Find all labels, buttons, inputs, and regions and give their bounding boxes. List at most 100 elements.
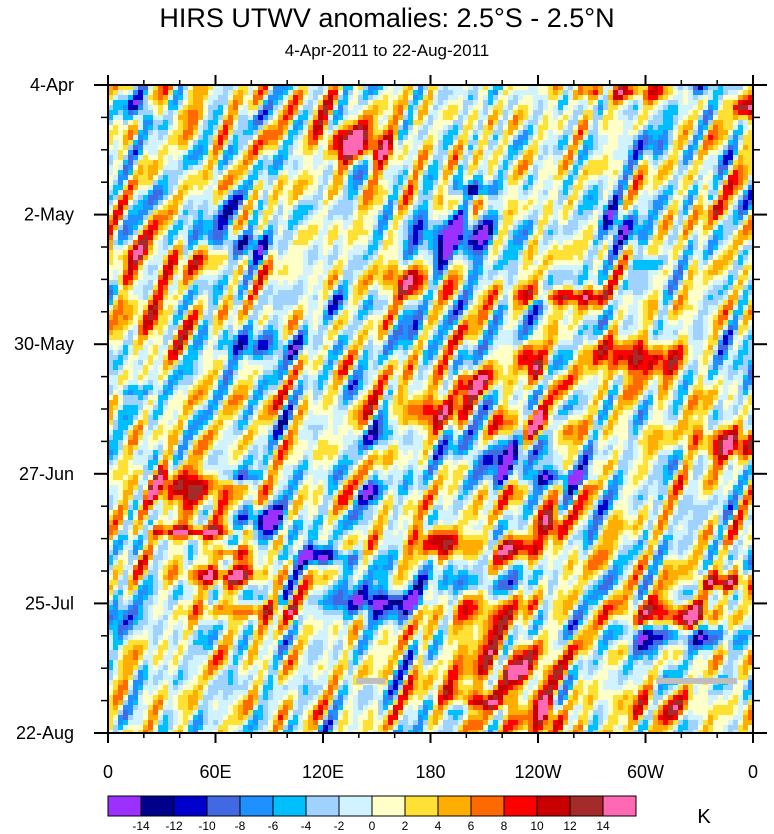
field-cell bbox=[683, 195, 689, 201]
field-cell bbox=[583, 115, 589, 121]
field-cell bbox=[638, 225, 644, 231]
field-cell bbox=[723, 115, 729, 121]
field-cell bbox=[348, 255, 354, 261]
field-cell bbox=[153, 230, 159, 236]
field-cell bbox=[198, 270, 204, 276]
field-cell bbox=[528, 210, 534, 216]
field-cell bbox=[243, 215, 249, 221]
field-cell bbox=[413, 255, 419, 261]
field-cell bbox=[238, 265, 244, 271]
field-cell bbox=[538, 140, 544, 146]
field-cell bbox=[128, 165, 134, 171]
field-cell bbox=[628, 220, 634, 226]
field-cell bbox=[703, 155, 709, 161]
field-cell bbox=[223, 220, 229, 226]
field-cell bbox=[198, 90, 204, 96]
field-cell bbox=[233, 245, 239, 251]
field-cell bbox=[303, 255, 309, 261]
field-cell bbox=[748, 85, 754, 91]
field-cell bbox=[208, 95, 214, 101]
field-cell bbox=[673, 225, 679, 231]
field-cell bbox=[158, 270, 164, 276]
field-cell bbox=[418, 220, 424, 226]
field-cell bbox=[668, 185, 674, 191]
field-cell bbox=[238, 105, 244, 111]
field-cell bbox=[478, 165, 484, 171]
field-cell bbox=[333, 200, 339, 206]
field-cell bbox=[208, 130, 214, 136]
field-cell bbox=[353, 135, 359, 141]
field-cell bbox=[353, 265, 359, 271]
field-cell bbox=[168, 245, 174, 251]
field-cell bbox=[668, 225, 674, 231]
field-cell bbox=[248, 210, 254, 216]
field-cell bbox=[598, 270, 604, 276]
field-cell bbox=[153, 270, 159, 276]
field-cell bbox=[528, 255, 534, 261]
field-cell bbox=[228, 210, 234, 216]
field-cell bbox=[453, 155, 459, 161]
field-cell bbox=[703, 105, 709, 111]
field-cell bbox=[143, 155, 149, 161]
field-cell bbox=[348, 270, 354, 276]
field-cell bbox=[553, 100, 559, 106]
field-cell bbox=[168, 190, 174, 196]
field-cell bbox=[748, 95, 754, 101]
field-cell bbox=[198, 255, 204, 261]
field-cell bbox=[513, 85, 519, 91]
field-cell bbox=[373, 135, 379, 141]
field-cell bbox=[648, 180, 654, 186]
field-cell bbox=[268, 180, 274, 186]
field-cell bbox=[533, 270, 539, 276]
field-cell bbox=[363, 220, 369, 226]
field-cell bbox=[348, 85, 354, 91]
field-cell bbox=[493, 110, 499, 116]
field-cell bbox=[433, 170, 439, 176]
field-cell bbox=[133, 130, 139, 136]
field-cell bbox=[393, 110, 399, 116]
field-cell bbox=[718, 145, 724, 151]
field-cell bbox=[483, 115, 489, 121]
field-cell bbox=[383, 200, 389, 206]
field-cell bbox=[543, 260, 549, 266]
field-cell bbox=[608, 115, 614, 121]
field-cell bbox=[198, 200, 204, 206]
field-cell bbox=[608, 170, 614, 176]
field-cell bbox=[108, 250, 114, 256]
field-cell bbox=[223, 275, 229, 281]
field-cell bbox=[518, 130, 524, 136]
field-cell bbox=[718, 150, 724, 156]
field-cell bbox=[128, 225, 134, 231]
field-cell bbox=[363, 95, 369, 101]
field-cell bbox=[693, 265, 699, 271]
field-cell bbox=[503, 215, 509, 221]
field-cell bbox=[548, 100, 554, 106]
field-cell bbox=[268, 275, 274, 281]
field-cell bbox=[408, 180, 414, 186]
field-cell bbox=[458, 240, 464, 246]
field-cell bbox=[313, 95, 319, 101]
field-cell bbox=[498, 150, 504, 156]
field-cell bbox=[638, 235, 644, 241]
field-cell bbox=[533, 190, 539, 196]
field-cell bbox=[743, 225, 749, 231]
field-cell bbox=[113, 120, 119, 126]
field-cell bbox=[733, 195, 739, 201]
field-cell bbox=[708, 175, 714, 181]
field-cell bbox=[258, 95, 264, 101]
field-cell bbox=[588, 105, 594, 111]
field-cell bbox=[548, 270, 554, 276]
field-cell bbox=[323, 95, 329, 101]
field-cell bbox=[343, 140, 349, 146]
field-cell bbox=[228, 135, 234, 141]
field-cell bbox=[718, 110, 724, 116]
field-cell bbox=[668, 265, 674, 271]
field-cell bbox=[298, 180, 304, 186]
field-cell bbox=[623, 155, 629, 161]
field-cell bbox=[643, 140, 649, 146]
field-cell bbox=[513, 215, 519, 221]
field-cell bbox=[628, 250, 634, 256]
field-cell bbox=[408, 105, 414, 111]
field-cell bbox=[163, 140, 169, 146]
field-cell bbox=[518, 125, 524, 131]
